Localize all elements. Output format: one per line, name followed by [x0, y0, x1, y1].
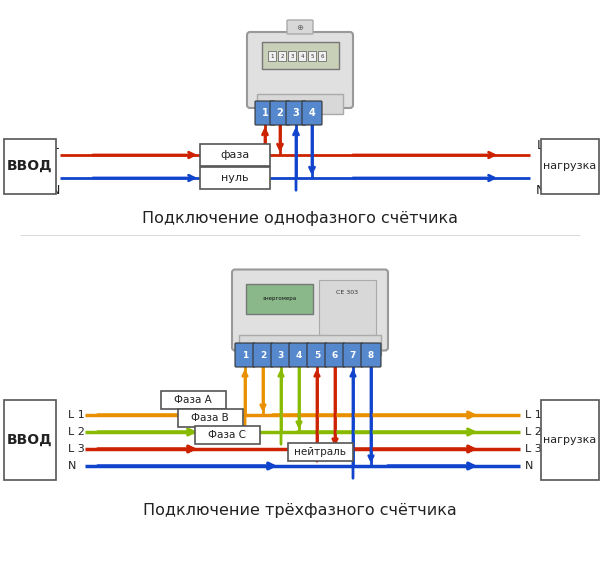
FancyBboxPatch shape [307, 343, 327, 367]
Text: СЕ 303: СЕ 303 [336, 290, 358, 295]
Text: 4: 4 [296, 351, 302, 360]
Text: N: N [535, 183, 545, 196]
Text: ⊕: ⊕ [296, 22, 304, 31]
FancyBboxPatch shape [271, 343, 291, 367]
Text: Подключение трёхфазного счётчика: Подключение трёхфазного счётчика [143, 503, 457, 517]
Text: нагрузка: нагрузка [544, 161, 596, 171]
Text: 6: 6 [320, 53, 324, 58]
FancyBboxPatch shape [161, 391, 226, 409]
FancyBboxPatch shape [257, 94, 343, 114]
FancyBboxPatch shape [325, 343, 345, 367]
FancyBboxPatch shape [541, 139, 599, 194]
Text: L: L [536, 139, 544, 151]
Text: фаза: фаза [220, 150, 250, 160]
Text: Фаза В: Фаза В [191, 413, 229, 423]
Bar [288, 51, 296, 61]
FancyBboxPatch shape [286, 101, 306, 125]
Text: 8: 8 [368, 351, 374, 360]
Text: ВВОД: ВВОД [7, 433, 53, 447]
FancyBboxPatch shape [541, 400, 599, 480]
Text: L 2: L 2 [68, 427, 85, 437]
Text: L 1: L 1 [68, 410, 85, 420]
Text: энергомера: энергомера [262, 296, 296, 301]
FancyBboxPatch shape [289, 343, 309, 367]
FancyBboxPatch shape [253, 343, 273, 367]
FancyBboxPatch shape [302, 101, 322, 125]
Text: 7: 7 [350, 351, 356, 360]
FancyBboxPatch shape [270, 101, 290, 125]
FancyBboxPatch shape [194, 426, 260, 444]
Text: 2: 2 [260, 351, 266, 360]
FancyBboxPatch shape [262, 42, 338, 69]
Text: N: N [525, 461, 533, 471]
FancyBboxPatch shape [232, 269, 388, 351]
Text: L: L [52, 139, 59, 151]
Text: ВВОД: ВВОД [7, 159, 53, 173]
Text: 5: 5 [310, 53, 314, 58]
Text: Фаза А: Фаза А [174, 395, 212, 405]
FancyBboxPatch shape [247, 32, 353, 108]
Text: 2: 2 [280, 53, 284, 58]
FancyBboxPatch shape [287, 20, 313, 34]
Text: Фаза С: Фаза С [208, 430, 246, 440]
Text: 1: 1 [242, 351, 248, 360]
Text: N: N [50, 183, 59, 196]
Text: 6: 6 [332, 351, 338, 360]
FancyBboxPatch shape [200, 144, 270, 166]
FancyBboxPatch shape [343, 343, 363, 367]
Text: 4: 4 [300, 53, 304, 58]
FancyBboxPatch shape [200, 167, 270, 189]
Bar [278, 51, 286, 61]
FancyBboxPatch shape [4, 139, 56, 194]
Text: L 3: L 3 [68, 444, 85, 454]
FancyBboxPatch shape [4, 400, 56, 480]
Bar [298, 51, 306, 61]
Text: 3: 3 [290, 53, 294, 58]
Text: нагрузка: нагрузка [544, 435, 596, 445]
Text: нейтраль: нейтраль [294, 447, 346, 457]
Text: 5: 5 [314, 351, 320, 360]
Bar [268, 51, 276, 61]
Text: 1: 1 [262, 108, 268, 118]
Text: 1: 1 [270, 53, 274, 58]
Bar [308, 51, 316, 61]
FancyBboxPatch shape [239, 334, 381, 355]
FancyBboxPatch shape [255, 101, 275, 125]
Bar [318, 51, 326, 61]
Text: L 3: L 3 [525, 444, 542, 454]
Text: Подключение однофазного счётчика: Подключение однофазного счётчика [142, 210, 458, 226]
Text: N: N [68, 461, 76, 471]
Text: 3: 3 [293, 108, 299, 118]
FancyBboxPatch shape [178, 409, 242, 427]
FancyBboxPatch shape [246, 283, 313, 314]
FancyBboxPatch shape [319, 279, 376, 337]
Text: 3: 3 [278, 351, 284, 360]
Text: 4: 4 [308, 108, 316, 118]
Text: нуль: нуль [221, 173, 249, 183]
Text: L 1: L 1 [525, 410, 542, 420]
Text: L 2: L 2 [525, 427, 542, 437]
FancyBboxPatch shape [287, 443, 353, 461]
Text: 2: 2 [277, 108, 283, 118]
FancyBboxPatch shape [235, 343, 255, 367]
FancyBboxPatch shape [361, 343, 381, 367]
